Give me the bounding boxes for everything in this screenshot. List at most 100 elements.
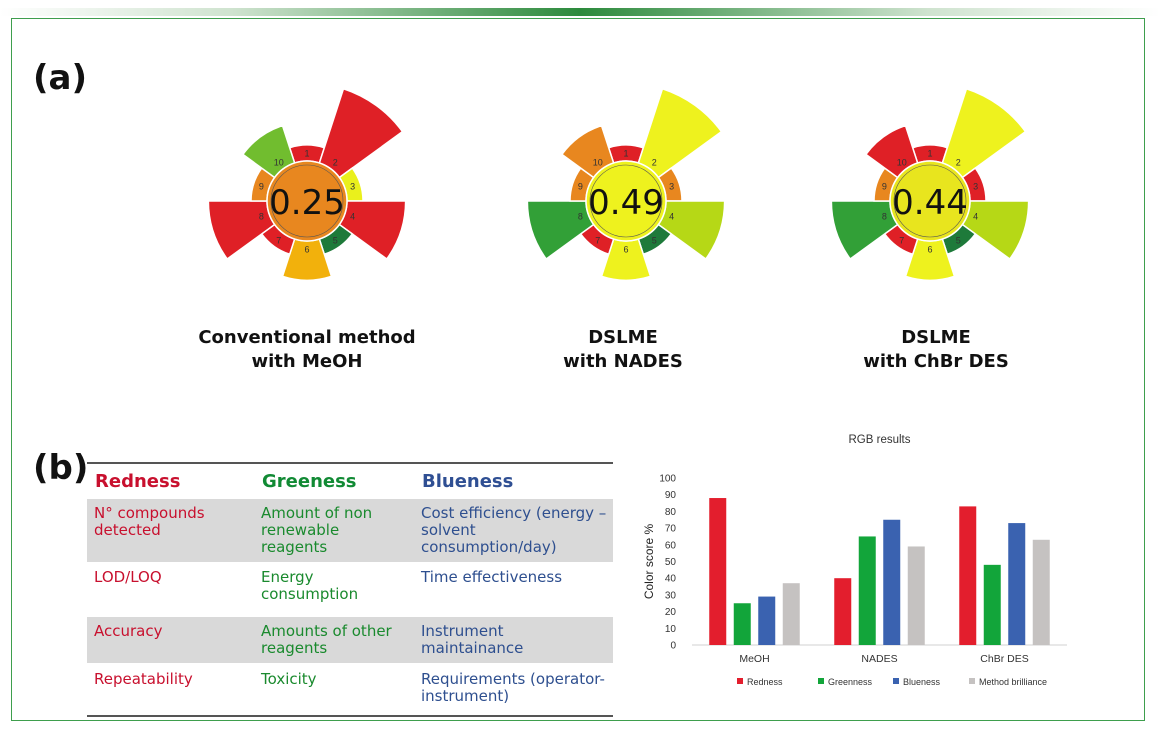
criteria-header-row: Redness Greeness Blueness [87,463,613,499]
wheel-score: 0.44 [892,183,968,223]
bar-redness-meoh [709,498,727,645]
wheel-segment-number: 4 [973,211,978,221]
x-tick-label: MeOH [739,653,769,665]
caption-line: with ChBr DES [863,351,1009,372]
y-tick-label: 10 [665,624,677,635]
wheel-segment-number: 5 [956,235,961,245]
wheel-segment-number: 4 [669,211,674,221]
caption-line: with NADES [563,351,683,372]
bar-redness-chbr-des [959,506,977,645]
y-tick-label: 20 [665,607,677,618]
header-greeness: Greeness [262,471,357,492]
y-tick-label: 100 [659,474,676,485]
table-row: N° compounds detected Amount of non rene… [87,499,613,562]
wheel-segment-number: 1 [927,149,932,159]
table-cell: Accuracy [87,617,254,663]
wheel-segment-8 [830,200,899,261]
table-cell: Cost efficiency (energy – solvent consum… [414,499,613,562]
wheel-segment-number: 4 [350,211,355,221]
table-row: Accuracy Amounts of other reagents Instr… [87,617,613,663]
wheel-segment-8 [526,200,595,261]
legend-swatch [737,678,743,684]
figure-frame [11,18,1145,721]
wheel-segment-number: 9 [578,182,583,192]
table-cell: Amount of non renewable reagents [254,499,414,562]
bar-greenness-chbr-des [983,564,1001,645]
wheel-segment-number: 10 [897,158,907,168]
wheel-segment-number: 2 [333,158,338,168]
table-cell: Toxicity [261,670,317,688]
bar-method-brilliance-chbr-des [1032,539,1050,645]
agree-wheel-meoh: 1 2 3 4 5 6 7 8 9 10 0.25 [207,87,407,281]
chart-title: RGB results [849,434,911,446]
table-cell: Instrument maintainance [414,617,613,663]
wheel-segment-4 [338,200,407,261]
y-tick-label: 90 [665,490,677,501]
wheel-score: 0.49 [588,183,664,223]
legend-swatch [818,678,824,684]
caption-line: with MeOH [251,351,363,372]
wheel-center-ring [270,164,344,238]
agree-wheel-nades: 1 2 3 4 5 6 7 8 9 10 0.49 [526,87,726,281]
wheel-segment-number: 10 [593,158,603,168]
table-cell: Time effectiveness [421,568,563,586]
y-axis-label: Color score % [642,523,656,599]
wheel-segment-number: 3 [350,182,355,192]
y-tick-label: 70 [665,524,677,535]
wheel-segment-number: 6 [304,245,309,255]
rgb-results-chart: RGB results 0 10 20 30 40 50 60 70 80 90 100 Color s… [642,434,1067,687]
x-tick-label: ChBr DES [980,653,1028,665]
legend-swatch [969,678,975,684]
bar-blueness-meoh [758,596,776,645]
y-tick-label: 40 [665,574,677,585]
wheel-segment-number: 2 [652,158,657,168]
table-cell: Energy consumption [261,568,359,603]
bar-method-brilliance-nades [907,546,925,645]
wheel-segment-number: 8 [259,211,264,221]
wheel-segment-number: 7 [899,235,904,245]
caption-line: DSLME [588,327,658,348]
y-tick-label: 60 [665,540,677,551]
bar-greenness-nades [858,536,876,645]
wheel-segment-number: 8 [578,211,583,221]
wheel-segment-number: 9 [259,182,264,192]
y-tick-label: 80 [665,507,677,518]
wheel-segment-number: 7 [595,235,600,245]
legend-label: Greenness [828,677,873,687]
wheel-score: 0.25 [269,183,345,223]
panel-a-label: (a) [33,58,88,98]
wheel-segment-number: 3 [973,182,978,192]
table-cell: Amounts of other reagents [254,617,414,663]
table-row: LOD/LOQ Energy consumption Time effectiv… [87,562,613,617]
caption-chbr-des: DSLME with ChBr DES [806,326,1066,374]
panel-b-label: (b) [33,448,89,488]
bar-blueness-nades [883,519,901,645]
wheel-segment-number: 7 [276,235,281,245]
table-cell: N° compounds detected [87,499,254,562]
bar-redness-nades [834,578,852,645]
caption-meoh: Conventional method with MeOH [177,326,437,374]
y-tick-label: 0 [670,641,676,652]
y-tick-label: 30 [665,590,677,601]
wheel-segment-number: 10 [274,158,284,168]
wheel-segment-number: 6 [623,245,628,255]
wheel-center [889,160,971,242]
wheel-center-ring [589,164,663,238]
caption-line: DSLME [901,327,971,348]
table-cell: Repeatability [94,670,193,688]
header-redness: Redness [95,471,181,492]
wheel-segment-number: 1 [623,149,628,159]
wheel-segment-number: 8 [882,211,887,221]
wheel-center [585,160,667,242]
wheel-segment-8 [207,200,276,261]
x-tick-label: NADES [861,653,897,665]
table-row: Repeatability Toxicity Requirements (ope… [87,663,613,716]
bar-greenness-meoh [733,603,751,645]
caption-line: Conventional method [198,327,416,348]
header-blueness: Blueness [422,471,514,492]
wheel-segment-number: 2 [956,158,961,168]
legend-label: Method brilliance [979,677,1047,687]
wheel-center-ring [893,164,967,238]
wheel-segment-number: 1 [304,149,309,159]
legend-swatch [893,678,899,684]
